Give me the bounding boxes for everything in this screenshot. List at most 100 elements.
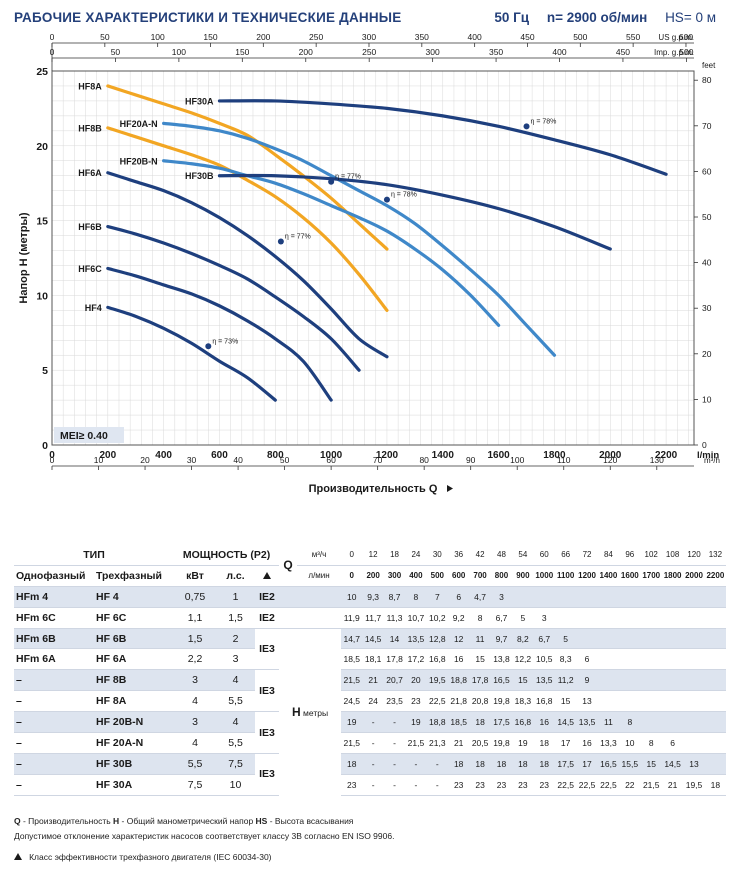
q-m3h-value: 54	[512, 545, 534, 566]
head-value: 15	[554, 690, 577, 713]
head-value: 18,5	[448, 711, 470, 734]
head-value: 21	[362, 669, 384, 692]
speed-label: n= 2900 об/мин	[546, 10, 648, 25]
head-value: 18	[490, 753, 513, 775]
head-value: 16	[576, 732, 598, 754]
head-value: 3	[533, 607, 555, 629]
power-kw: 7,5	[174, 774, 217, 796]
x-axis-arrow-icon	[447, 485, 453, 492]
head-value: 14,5	[661, 753, 684, 775]
head-value	[704, 732, 727, 754]
head-value: 18,8	[448, 669, 470, 692]
head-value: 19	[405, 711, 427, 734]
three-phase-model: HF 30B	[94, 753, 175, 775]
head-value: -	[405, 774, 427, 796]
metres-tick-label: 25	[36, 66, 48, 78]
q-lmin-value: 1800	[661, 565, 684, 587]
head-value	[597, 628, 620, 650]
head-value	[683, 607, 705, 629]
m3h-tick-label: 60	[326, 455, 336, 465]
q-lmin-value: 1700	[640, 565, 662, 587]
impgpm-tick-label: 250	[362, 47, 376, 57]
single-phase-model: –	[14, 711, 94, 734]
head-value	[576, 628, 598, 650]
header-q-unit-m3h: м³/ч	[297, 545, 342, 566]
header-power: МОЩНОСТЬ (P2)	[174, 545, 280, 566]
feet-tick-label: 10	[702, 394, 712, 404]
table-row: – HF 20A-N 4 5,5 21,5- -21,5 21,3 21 20,5 19,8 19 1…	[14, 732, 727, 754]
m3h-tick-label: 50	[280, 455, 290, 465]
curve-label-hf6c: HF6C	[78, 264, 102, 274]
head-value: 18,1	[362, 648, 384, 671]
curve-hf30a	[217, 99, 668, 176]
single-phase-model: HFm 6B	[14, 628, 94, 650]
head-value: 22,5	[554, 774, 577, 796]
ie-class: IE2	[255, 607, 280, 629]
q-m3h-value: 18	[383, 545, 406, 566]
feet-tick-label: 70	[702, 121, 712, 131]
head-value: 17,5	[490, 711, 513, 734]
feet-tick-label: 20	[702, 349, 712, 359]
head-value: 10,2	[426, 607, 448, 629]
curve-label-hf20a-n: HF20A-N	[120, 119, 158, 129]
note-q-text: - Производительность	[20, 816, 114, 826]
head-value: 19,8	[490, 690, 513, 713]
usgpm-tick-label: 150	[203, 32, 217, 42]
head-value	[704, 753, 727, 775]
head-value	[683, 628, 705, 650]
mei-box	[54, 427, 124, 443]
efficiency-point	[328, 178, 335, 185]
head-value: 18,8	[426, 711, 448, 734]
head-value: 15	[512, 669, 534, 692]
head-value	[683, 711, 705, 734]
triangle-icon	[263, 571, 272, 579]
head-value: 9,2	[448, 607, 470, 629]
curve-hf20a-n	[162, 121, 557, 357]
power-hp: 7,5	[216, 753, 256, 775]
table-row: – HF 8B 3 4 IE3 21,5 21 20,7 20 19,5 18,8 17,8 16,5 1…	[14, 669, 727, 713]
head-value: -	[383, 753, 406, 775]
m3h-tick-label: 10	[94, 455, 104, 465]
head-value	[683, 669, 705, 692]
head-value	[597, 669, 620, 692]
power-kw: 0,75	[174, 586, 217, 608]
head-value: 19	[341, 711, 363, 734]
head-value: 18	[448, 753, 470, 775]
m3h-tick-label: 100	[510, 455, 524, 465]
q-m3h-value: 120	[683, 545, 705, 566]
curve-label-hf20b-n: HF20B-N	[120, 156, 158, 166]
q-lmin-value: 500	[426, 565, 448, 587]
head-value: 13	[576, 690, 598, 713]
note-hs-key: HS	[255, 816, 268, 826]
h-spacer	[297, 586, 342, 608]
q-lmin-value: 1600	[619, 565, 641, 587]
head-value: -	[362, 732, 384, 754]
power-hp: 5,5	[216, 690, 256, 713]
feet-unit-label: feet	[702, 61, 716, 70]
ie-note: Класс эффективности трехфазного двигател…	[29, 852, 272, 862]
usgpm-tick-label: 50	[100, 32, 110, 42]
head-value: 13,5	[533, 669, 555, 692]
head-value: 6,7	[533, 628, 555, 650]
q-lmin-value: 2000	[683, 565, 705, 587]
feet-tick-label: 50	[702, 212, 712, 222]
impgpm-tick-label: 100	[172, 47, 186, 57]
q-m3h-value: 102	[640, 545, 662, 566]
q-m3h-value: 42	[469, 545, 491, 566]
q-lmin-value: 2200	[704, 565, 727, 587]
head-value: 19,5	[683, 774, 705, 796]
curve-hf6c	[106, 266, 333, 402]
head-value: 22,5	[597, 774, 620, 796]
head-value: 22,5	[576, 774, 598, 796]
head-value: 23	[469, 774, 491, 796]
curve-label-hf6a: HF6A	[78, 168, 102, 178]
m3h-tick-label: 110	[557, 455, 571, 465]
head-value: 24,5	[341, 690, 363, 713]
head-value: 17	[554, 732, 577, 754]
single-phase-model: HFm 4	[14, 586, 94, 608]
y-axis-title: Напор H (метры)	[18, 212, 30, 303]
head-value: -	[426, 753, 448, 775]
head-value: 6	[448, 586, 470, 608]
usgpm-tick-label: 500	[573, 32, 587, 42]
